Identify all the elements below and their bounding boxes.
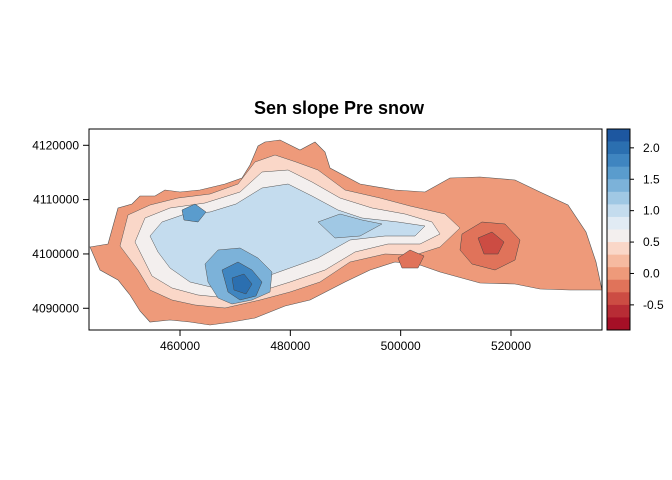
legend-swatch <box>607 279 630 293</box>
region-red-east-core <box>477 231 505 255</box>
y-tick-label: 4100000 <box>32 247 79 261</box>
x-tick-label: 520000 <box>491 339 531 353</box>
color-legend: 2.0 1.5 1.0 0.5 0.0 -0.5 <box>606 128 664 331</box>
legend-swatch <box>607 292 630 306</box>
plot-frame <box>88 128 603 331</box>
legend-tick-label: 1.0 <box>643 204 660 218</box>
legend-swatch <box>607 267 630 281</box>
legend-swatch <box>607 254 630 268</box>
legend-swatch <box>607 129 630 142</box>
x-tick-label: 460000 <box>160 339 200 353</box>
legend-swatch <box>607 304 630 318</box>
legend-swatch <box>607 191 630 205</box>
x-axis: 460000 480000 500000 520000 <box>160 330 531 353</box>
legend-tick-label: 0.5 <box>643 235 660 249</box>
legend-swatch <box>607 141 630 155</box>
legend-tick-label: 2.0 <box>643 141 660 155</box>
legend-swatch <box>607 229 630 243</box>
map-title: Sen slope Pre snow <box>254 98 425 118</box>
x-tick-label: 480000 <box>270 339 310 353</box>
legend-swatch <box>607 204 630 218</box>
legend-swatch <box>607 179 630 193</box>
legend-swatch <box>607 216 630 230</box>
region-red-south <box>397 249 425 269</box>
legend-swatch <box>607 154 630 167</box>
legend-swatch <box>607 317 630 331</box>
legend-swatch <box>607 242 630 255</box>
legend-swatch <box>607 166 630 180</box>
legend-tick-label: 1.5 <box>643 172 660 186</box>
y-tick-label: 4090000 <box>32 301 79 315</box>
y-tick-label: 4110000 <box>33 193 79 207</box>
region-blue-spot <box>181 203 207 223</box>
raster-layer <box>89 139 602 326</box>
y-tick-label: 4120000 <box>32 138 79 152</box>
legend-tick-label: -0.5 <box>643 298 664 312</box>
y-axis: 4090000 4100000 4110000 4120000 <box>32 138 89 315</box>
legend-tick-label: 0.0 <box>643 266 660 280</box>
region-deep-blue-2 <box>231 273 253 295</box>
region-mid-blue-2 <box>317 213 383 239</box>
x-tick-label: 500000 <box>381 339 421 353</box>
legend-frame <box>606 128 631 331</box>
